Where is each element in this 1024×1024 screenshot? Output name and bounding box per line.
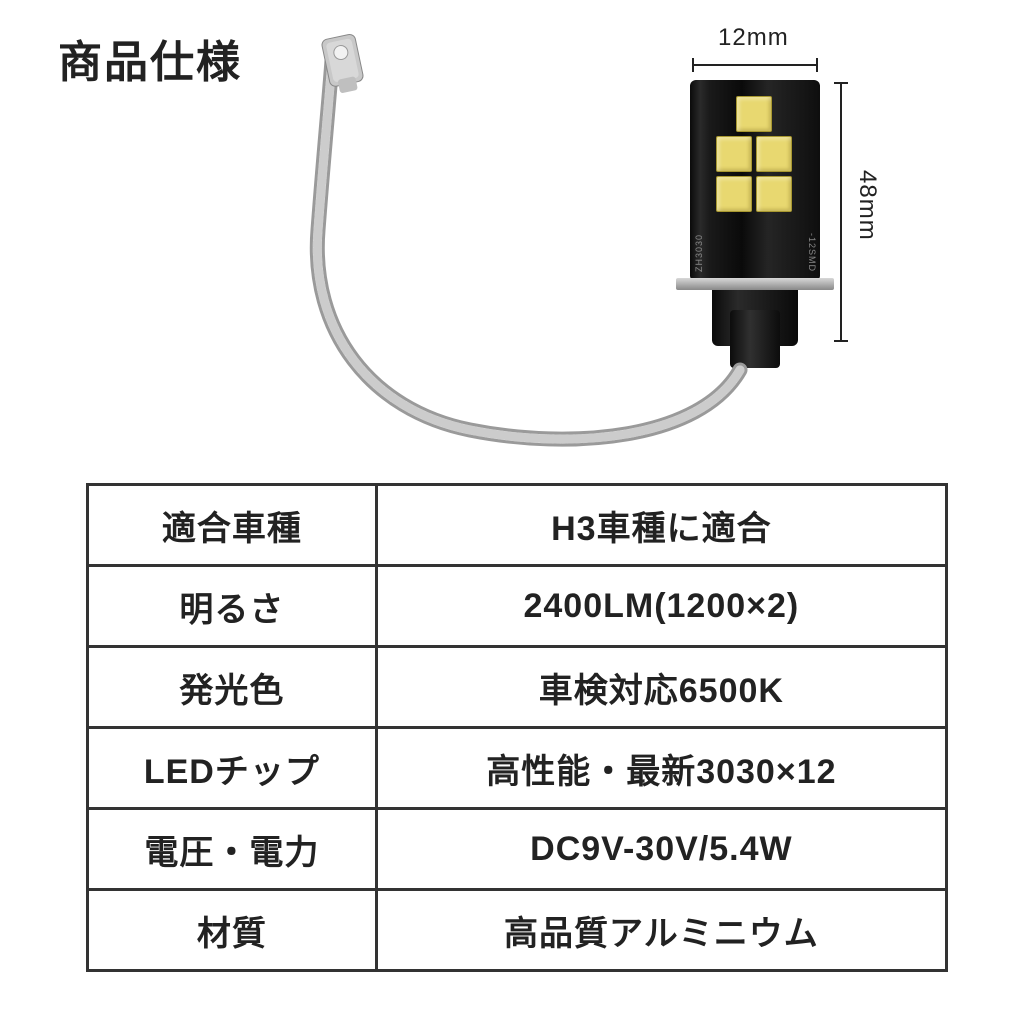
spec-label: 明るさ bbox=[88, 566, 377, 647]
table-row: 電圧・電力 DC9V-30V/5.4W bbox=[88, 809, 947, 890]
led-chip bbox=[736, 96, 772, 132]
spec-value: 2400LM(1200×2) bbox=[376, 566, 946, 647]
bulb-marking-left: ZH3030 bbox=[694, 234, 704, 272]
table-row: 材質 高品質アルミニウム bbox=[88, 890, 947, 971]
spec-label: 適合車種 bbox=[88, 485, 377, 566]
spec-value: 高品質アルミニウム bbox=[376, 890, 946, 971]
dimension-width-bar bbox=[692, 58, 818, 72]
spec-value: H3車種に適合 bbox=[376, 485, 946, 566]
table-row: 発光色 車検対応6500K bbox=[88, 647, 947, 728]
product-diagram: 12mm 48mm ZH3030 -12SMD bbox=[280, 20, 780, 440]
spec-value: DC9V-30V/5.4W bbox=[376, 809, 946, 890]
spec-label: LEDチップ bbox=[88, 728, 377, 809]
dimension-height-label: 48mm bbox=[853, 170, 881, 241]
table-row: 明るさ 2400LM(1200×2) bbox=[88, 566, 947, 647]
led-chip-grid bbox=[716, 96, 792, 212]
table-row: 適合車種 H3車種に適合 bbox=[88, 485, 947, 566]
spec-value: 高性能・最新3030×12 bbox=[376, 728, 946, 809]
led-chip bbox=[716, 176, 752, 212]
spec-label: 材質 bbox=[88, 890, 377, 971]
page-title: 商品仕様 bbox=[58, 26, 242, 90]
led-chip bbox=[756, 176, 792, 212]
spec-value: 車検対応6500K bbox=[376, 647, 946, 728]
dimension-width-label: 12mm bbox=[718, 24, 789, 52]
spec-label: 電圧・電力 bbox=[88, 809, 377, 890]
led-chip bbox=[716, 136, 752, 172]
bulb-flange bbox=[676, 278, 834, 290]
bulb-marking-right: -12SMD bbox=[807, 233, 817, 272]
spec-table: 適合車種 H3車種に適合 明るさ 2400LM(1200×2) 発光色 車検対応… bbox=[86, 483, 948, 972]
led-chip bbox=[756, 136, 792, 172]
table-row: LEDチップ 高性能・最新3030×12 bbox=[88, 728, 947, 809]
spec-label: 発光色 bbox=[88, 647, 377, 728]
bulb-stem-inner bbox=[730, 310, 780, 368]
dimension-height-bar bbox=[834, 82, 848, 342]
